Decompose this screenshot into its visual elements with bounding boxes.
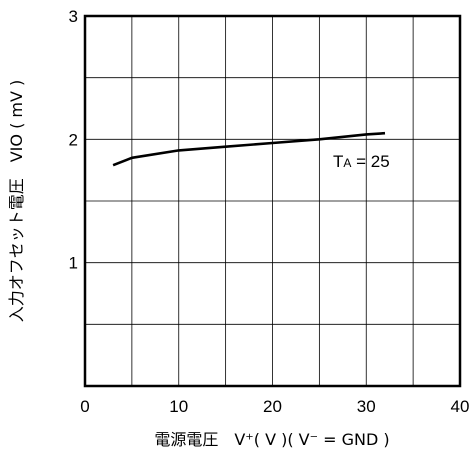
x-tick-labels: 0 10 20 30 40 [80,397,469,416]
x-tick-label: 40 [451,397,470,416]
series-layer [112,131,386,167]
x-axis-label: 電源電圧 V⁺( V )( V⁻ = GND ) [154,430,389,449]
y-tick-labels: 1 2 3 [69,7,78,273]
x-tick-label: 30 [357,397,376,416]
x-tick-label: 20 [263,397,282,416]
y-tick-label: 3 [69,7,78,26]
annotation-subscript: A [343,156,351,170]
y-tick-label: 1 [69,254,78,273]
y-tick-label: 2 [69,130,78,149]
x-tick-label: 0 [80,397,89,416]
plot-frame [83,14,462,388]
series-annotation: TA = 25 [333,152,390,171]
series-line-0 [112,131,386,167]
grid [85,16,460,386]
annotation-main: T [333,152,343,171]
y-axis-label: 入力オフセット電圧 VIO ( mV ) [7,80,26,323]
annotation-rest: = 25 [351,152,389,171]
x-tick-label: 10 [169,397,188,416]
